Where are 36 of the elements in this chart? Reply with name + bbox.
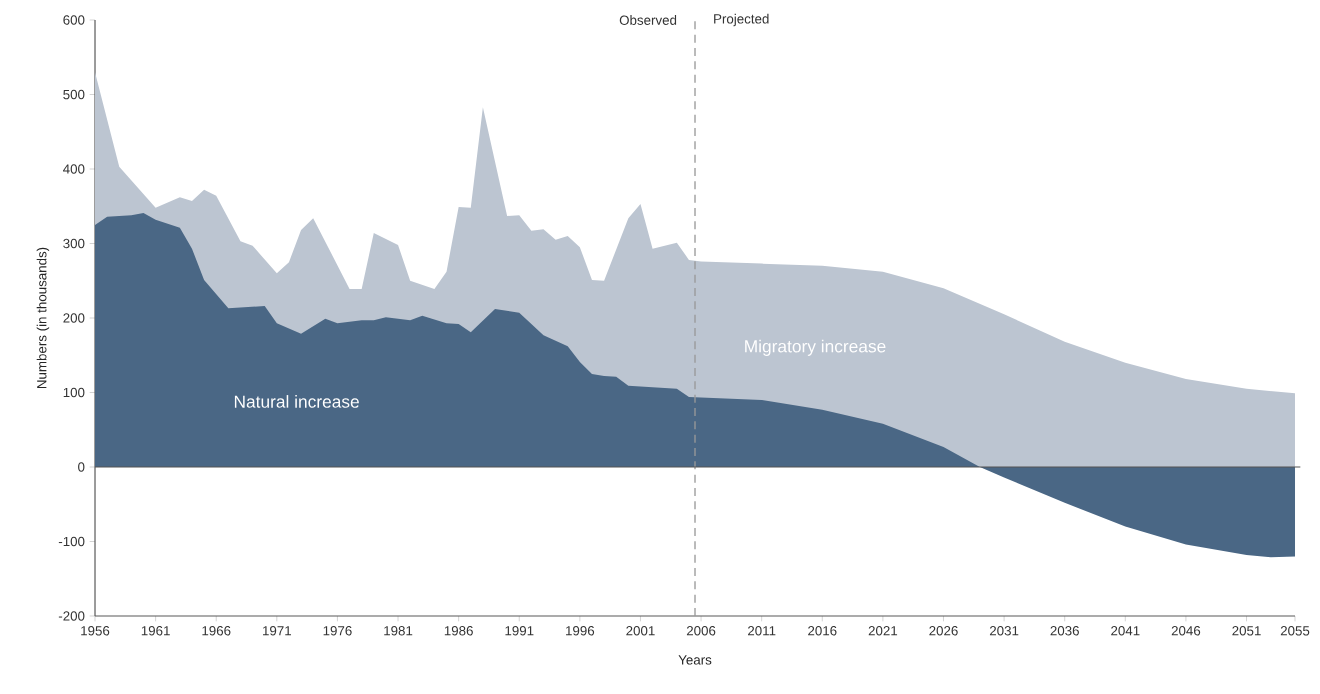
y-tick-label: 500 <box>63 89 85 100</box>
x-tick-label: 1976 <box>323 626 352 636</box>
x-tick-label: 2016 <box>808 626 837 636</box>
y-tick-label: 300 <box>63 238 85 249</box>
x-tick-label: 1966 <box>202 626 231 636</box>
x-tick-label: 2001 <box>626 626 655 636</box>
y-tick-label: 600 <box>63 15 85 25</box>
y-tick-label: 400 <box>63 164 85 174</box>
x-tick-label: 2055 <box>1280 626 1310 636</box>
y-tick-label: 0 <box>78 462 85 472</box>
x-tick-label: 2026 <box>929 626 958 636</box>
x-tick-label: 2036 <box>1050 626 1079 636</box>
x-tick-label: 2051 <box>1232 626 1261 636</box>
x-tick-label: 2046 <box>1171 626 1201 636</box>
annotation: Projected <box>714 13 769 27</box>
x-tick-label: 2021 <box>868 626 898 636</box>
x-tick-label: 1961 <box>141 626 170 636</box>
x-tick-label: 1981 <box>384 626 413 636</box>
x-tick-label: 1956 <box>81 626 110 636</box>
y-axis-title: Numbers (in thousands) <box>36 247 50 389</box>
x-axis-title: Years <box>678 655 712 665</box>
x-tick-label: 1986 <box>444 626 473 636</box>
y-tick-label: -200 <box>58 611 85 621</box>
y-tick-label: -100 <box>58 536 85 547</box>
series-label: Natural increase <box>234 395 359 408</box>
x-tick-label: 2041 <box>1111 626 1140 636</box>
x-tick-label: 1971 <box>263 626 292 636</box>
x-tick-label: 2011 <box>748 626 776 636</box>
x-tick-label: 2006 <box>686 626 716 636</box>
y-tick-label: 200 <box>63 313 85 323</box>
series-label: Migratory increase <box>745 339 886 356</box>
annotation: Observed <box>619 15 677 25</box>
x-tick-label: 2031 <box>989 626 1019 636</box>
y-tick-label: 100 <box>63 387 85 398</box>
x-tick-label: 1996 <box>566 626 595 636</box>
x-tick-label: 1991 <box>505 626 534 636</box>
